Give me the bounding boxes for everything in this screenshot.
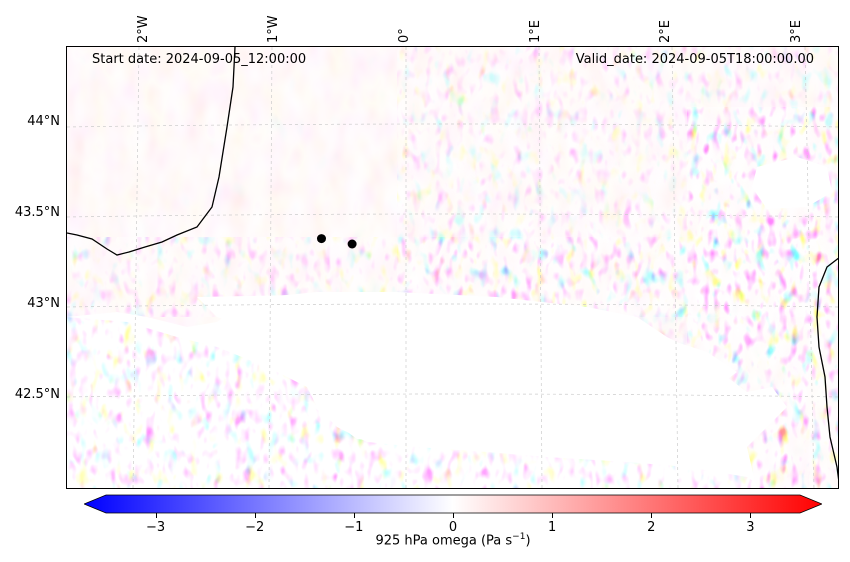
colorbar-label-text: 925 hPa omega (Pa s xyxy=(375,533,513,549)
colorbar-tick-mark xyxy=(155,513,157,518)
colorbar-tick-mark xyxy=(453,513,454,518)
colorbar-tick-mark xyxy=(552,513,554,518)
lat-label-42-5n: 42.5°N xyxy=(14,387,60,402)
colorbar xyxy=(84,494,822,514)
colorbar-tick-mark xyxy=(254,513,256,518)
lat-label-44n: 44°N xyxy=(27,114,60,129)
location-markers xyxy=(316,234,357,249)
lat-label-43-5n: 43.5°N xyxy=(14,205,60,220)
colorbar-tick-label: 3 xyxy=(746,520,755,535)
lon-label-2e: 2°E xyxy=(658,20,673,43)
lon-label-2w: 2°W xyxy=(136,15,151,43)
colorbar-tick-mark xyxy=(651,513,653,518)
lat-label-43n: 43°N xyxy=(27,296,60,311)
colorbar-tick-label: 2 xyxy=(647,520,656,535)
lon-label-3e: 3°E xyxy=(789,20,804,43)
coastline xyxy=(67,47,838,480)
lon-label-1w: 1°W xyxy=(266,15,281,43)
location-marker-1 xyxy=(316,234,326,244)
colorbar-tick-label: −1 xyxy=(344,520,364,535)
colorbar-tick-mark xyxy=(750,513,752,518)
valid-date-annotation: Valid_date: 2024-09-05T18:00:00.00 xyxy=(575,52,814,67)
colorbar-tick-label: −2 xyxy=(245,520,265,535)
lon-label-0: 0° xyxy=(397,28,412,43)
start-date-annotation: Start date: 2024-09-05_12:00:00 xyxy=(92,52,307,67)
colorbar-label: 925 hPa omega (Pa s−1) xyxy=(0,532,850,548)
omega-field xyxy=(67,47,838,488)
colorbar-tick-label: −3 xyxy=(145,520,166,535)
colorbar-tick-label: 0 xyxy=(448,520,458,535)
colorbar-tick-mark xyxy=(353,513,355,518)
map-panel: Start date: 2024-09-05_12:00:00 Valid_da… xyxy=(66,46,839,489)
colorbar-label-sup: −1 xyxy=(512,532,526,542)
lon-label-1e: 1°E xyxy=(528,20,543,43)
colorbar-label-end: ) xyxy=(525,533,531,549)
colorbar-tick-label: 1 xyxy=(548,520,557,535)
graticule xyxy=(67,47,838,488)
location-marker-2 xyxy=(347,239,357,249)
